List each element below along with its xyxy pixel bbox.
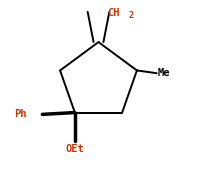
Text: CH: CH: [107, 8, 120, 18]
Text: Me: Me: [158, 68, 170, 78]
Text: 2: 2: [128, 11, 133, 20]
Text: Ph: Ph: [14, 109, 26, 119]
Text: OEt: OEt: [65, 144, 84, 154]
